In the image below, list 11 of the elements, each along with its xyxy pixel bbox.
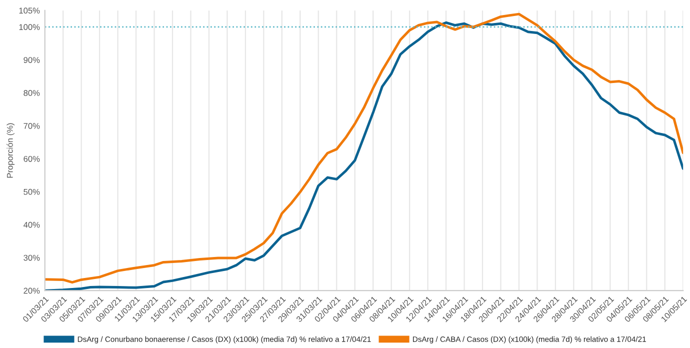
y-tick-label: 60% bbox=[24, 156, 40, 162]
y-tick-label: 30% bbox=[24, 254, 40, 261]
y-tick-label: 90% bbox=[24, 57, 40, 63]
y-tick-label: 50% bbox=[24, 188, 40, 195]
y-tick-label: 20% bbox=[24, 288, 40, 294]
y-tick-label: 105% bbox=[19, 8, 40, 14]
y-tick-label: 80% bbox=[24, 90, 40, 96]
y-axis-title: Proporción (%) bbox=[6, 123, 15, 178]
y-tick-label: 70% bbox=[24, 122, 40, 129]
y-tick-label: 100% bbox=[19, 24, 40, 30]
y-tick-label: 40% bbox=[24, 222, 40, 228]
